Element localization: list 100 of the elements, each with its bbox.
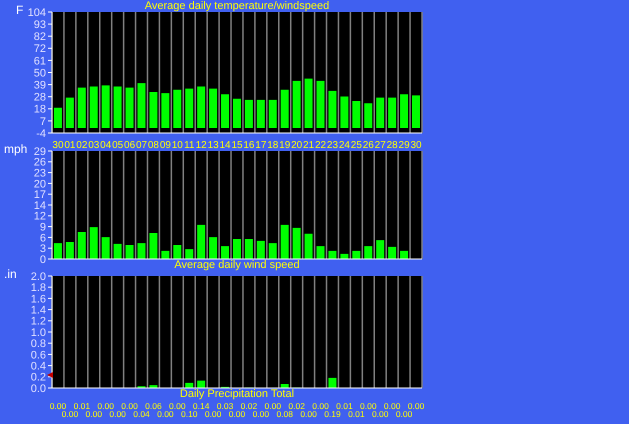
x-tick-label: 06 [124,140,136,152]
y-tick-label: 1.8 [30,282,46,294]
data-label: 0.00 [384,401,401,411]
y-tick-label: 2.0 [30,270,46,283]
x-tick-label: 14 [220,140,232,152]
data-label: 0.04 [133,409,150,419]
data-label: 0.00 [109,409,126,419]
y-tick-label: 1.6 [30,293,46,306]
y-tick-label: 0.8 [30,338,46,350]
data-label: 0.00 [264,401,282,411]
y-axis-title: F [16,3,24,17]
data-label: 0.03 [216,401,234,411]
y-tick-label: 28 [34,92,46,104]
data-label: 0.02 [240,401,258,411]
y-tick-label: 14 [34,200,46,212]
y-tick-label: 17 [34,189,46,202]
x-tick-label: 19 [279,140,291,152]
x-tick-label: 25 [350,140,362,152]
x-tick-label: 03 [88,140,100,152]
x-tick-label: 05 [112,140,124,152]
y-tick-label: 104 [28,6,46,19]
data-label: 0.00 [396,409,413,419]
text: Daily Precipitation Total [178,388,296,400]
data-label: 0.00 [62,409,78,419]
y-tick-label: 61 [34,55,46,68]
x-tick-label: 20 [291,140,303,152]
x-tick-label: 30 [52,140,64,152]
data-label: 0.14 [192,401,210,411]
y-tick-label: 0.0 [30,382,46,395]
y-tick-label: 1.2 [30,316,46,328]
x-tick-label: 26 [362,140,374,152]
x-tick-label: 08 [148,140,160,152]
y-tick-label: 20 [34,178,46,190]
x-tick-label: 29 [398,140,410,152]
x-tick-label: 30 [410,140,422,152]
x-tick-label: 09 [160,140,172,152]
data-label: 0.00 [204,409,222,419]
data-label: 0.10 [180,409,198,419]
x-tick-label: 02 [76,140,88,152]
data-label: 0.00 [50,401,67,411]
data-label: 0.00 [300,409,318,419]
y-tick-label: 26 [34,156,46,169]
x-tick-label: 23 [326,140,338,152]
data-label: 0.00 [312,401,330,411]
x-tick-label: 28 [386,140,398,152]
data-label: 0.08 [276,409,294,419]
y-tick-label: 82 [34,31,46,44]
data-label: 0.00 [121,401,138,411]
data-label: 0.01 [348,409,365,419]
y-tick-label: 72 [34,43,46,56]
y-tick-label: 12 [34,210,46,223]
data-label: 0.00 [97,401,114,411]
data-label: 0.02 [288,401,306,411]
x-tick-label: 15 [231,140,243,152]
data-label: 0.06 [145,401,162,411]
y-tick-label: 7 [40,116,46,128]
y-tick-label: 93 [34,19,46,32]
x-tick-label: 17 [255,140,267,152]
x-tick-label: 13 [208,140,220,152]
data-label: 0.00 [252,409,270,419]
data-label: 0.00 [372,409,389,419]
data-label: 0.00 [157,409,174,419]
x-tick-label: 11 [184,140,195,152]
data-label: 0.01 [74,401,90,411]
y-tick-label: 3 [40,243,46,256]
y-tick-label: 23 [34,168,46,180]
y-tick-label: 18 [34,104,46,116]
x-tick-label: 16 [243,140,255,152]
y-tick-label: 0.4 [30,360,46,373]
data-label: 0.00 [360,401,377,411]
x-tick-label: 27 [374,140,386,152]
x-tick-label: 12 [196,140,208,152]
x-tick-label: 24 [338,140,350,152]
y-tick-label: 0 [40,254,46,266]
x-tick-label: 22 [314,140,327,152]
y-tick-label: 39 [34,80,46,92]
y-tick-label: 9 [40,222,46,234]
x-tick-label: 21 [303,140,315,152]
y-tick-label: 6 [40,232,46,244]
data-label: 0.00 [86,409,102,419]
y-tick-label: -4 [36,128,46,140]
y-tick-label: 0.6 [30,349,46,362]
data-label: 0.00 [228,409,246,419]
y-axis-title: .in [4,267,17,281]
y-tick-label: 0.2 [30,372,46,384]
data-label: 0.00 [169,401,186,411]
y-axis-title: mph [4,142,28,156]
y-tick-label: 1.4 [30,304,46,317]
y-tick-label: 50 [34,67,46,80]
data-label: 0.01 [336,401,353,411]
chart-title: Average daily temperature/windspeed [144,0,330,12]
x-tick-label: 18 [267,140,279,152]
text: Average daily wind speed [173,259,301,271]
y-tick-label: 1.0 [30,326,46,339]
x-tick-label: 07 [136,140,148,152]
x-tick-label: 10 [172,140,184,152]
x-tick-label: 01 [64,140,76,152]
data-label: 0.19 [324,409,342,419]
data-label: 0.00 [408,401,425,411]
x-tick-label: 04 [100,140,112,152]
